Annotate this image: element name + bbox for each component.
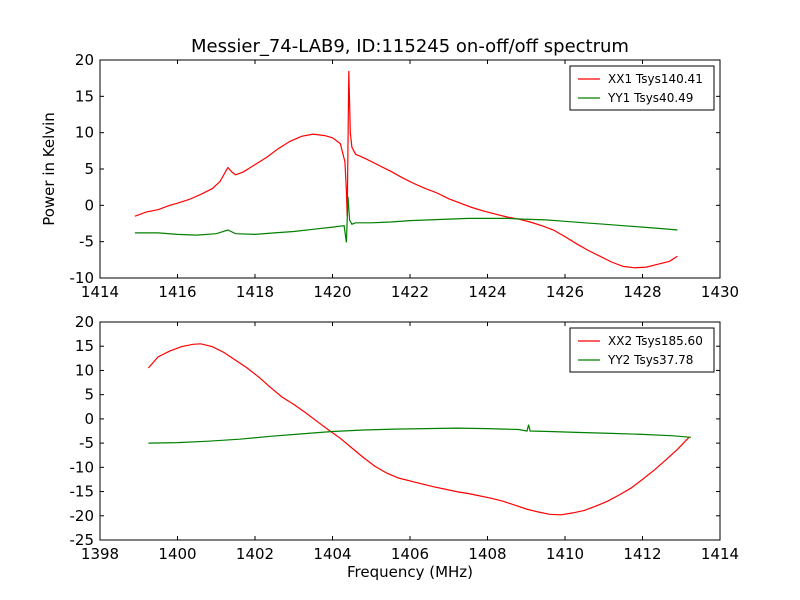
bottom-plot: 1398 1400 1402 1404 1406 1408 1410 1412 1414 -25 -… — [70, 313, 740, 563]
legend: XX1 Tsys140.41 YY1 Tsys40.49 — [569, 65, 715, 111]
y-tick-label: -5 — [79, 233, 94, 251]
x-tick-label: 1408 — [468, 545, 506, 563]
x-tick-label: 1398 — [81, 545, 119, 563]
x-tick-label: 1416 — [158, 283, 196, 301]
legend-label: YY2 Tsys37.78 — [607, 353, 693, 367]
x-tick-label: 1418 — [236, 283, 274, 301]
y-tick-label: 15 — [75, 337, 94, 355]
x-tick-label: 1422 — [391, 283, 429, 301]
legend-label: YY1 Tsys40.49 — [607, 91, 693, 105]
y-tick-label: 20 — [75, 313, 94, 331]
x-tick-label: 1420 — [313, 283, 351, 301]
x-axis-label: Frequency (MHz) — [347, 563, 473, 581]
x-tick-label: 1424 — [468, 283, 506, 301]
x-tick-label: 1412 — [623, 545, 661, 563]
series-line-1-2 — [134, 196, 678, 243]
legend-label: XX2 Tsys185.60 — [608, 334, 703, 348]
x-tick-label: 1400 — [158, 545, 196, 563]
x-tick-label: 1402 — [236, 545, 274, 563]
x-tick-label: 1414 — [81, 283, 119, 301]
x-tick-label: 1414 — [701, 545, 739, 563]
y-tick-label: 10 — [75, 124, 94, 142]
y-tick-label: -15 — [70, 483, 95, 501]
series-line-1-1 — [134, 70, 678, 269]
x-tick-label: 1404 — [313, 545, 351, 563]
y-tick-label: -10 — [70, 269, 95, 287]
legend-box — [569, 65, 715, 111]
y-tick-label: 0 — [84, 410, 94, 428]
chart-title: Messier_74-LAB9, ID:115245 on-off/off sp… — [191, 36, 629, 57]
y-tick-label: 20 — [75, 51, 94, 69]
x-tick-label: 1406 — [391, 545, 429, 563]
y-tick-label: -5 — [79, 434, 94, 452]
top-plot: 1414 1416 1418 1420 1422 1424 1426 1428 1430 -10 -… — [70, 51, 740, 301]
y-tick-label: -20 — [70, 507, 95, 525]
y-tick-label: 5 — [84, 386, 94, 404]
y-tick-label: 5 — [84, 160, 94, 178]
y-axis-label: Power in Kelvin — [40, 112, 58, 226]
legend: XX2 Tsys185.60 YY2 Tsys37.78 — [569, 327, 715, 373]
x-tick-label: 1410 — [546, 545, 584, 563]
legend-label: XX1 Tsys140.41 — [608, 72, 703, 86]
x-tick-label: 1428 — [623, 283, 661, 301]
series-line-2-1 — [147, 343, 690, 516]
x-tick-label: 1426 — [546, 283, 584, 301]
y-tick-label: -25 — [70, 531, 95, 549]
x-tick-label: 1430 — [701, 283, 739, 301]
legend-box — [569, 327, 715, 373]
y-tick-label: -10 — [70, 458, 95, 476]
y-tick-label: 0 — [84, 196, 94, 214]
y-tick-label: 10 — [75, 361, 94, 379]
series-line-2-2 — [148, 424, 691, 444]
y-tick-label: 15 — [75, 87, 94, 105]
